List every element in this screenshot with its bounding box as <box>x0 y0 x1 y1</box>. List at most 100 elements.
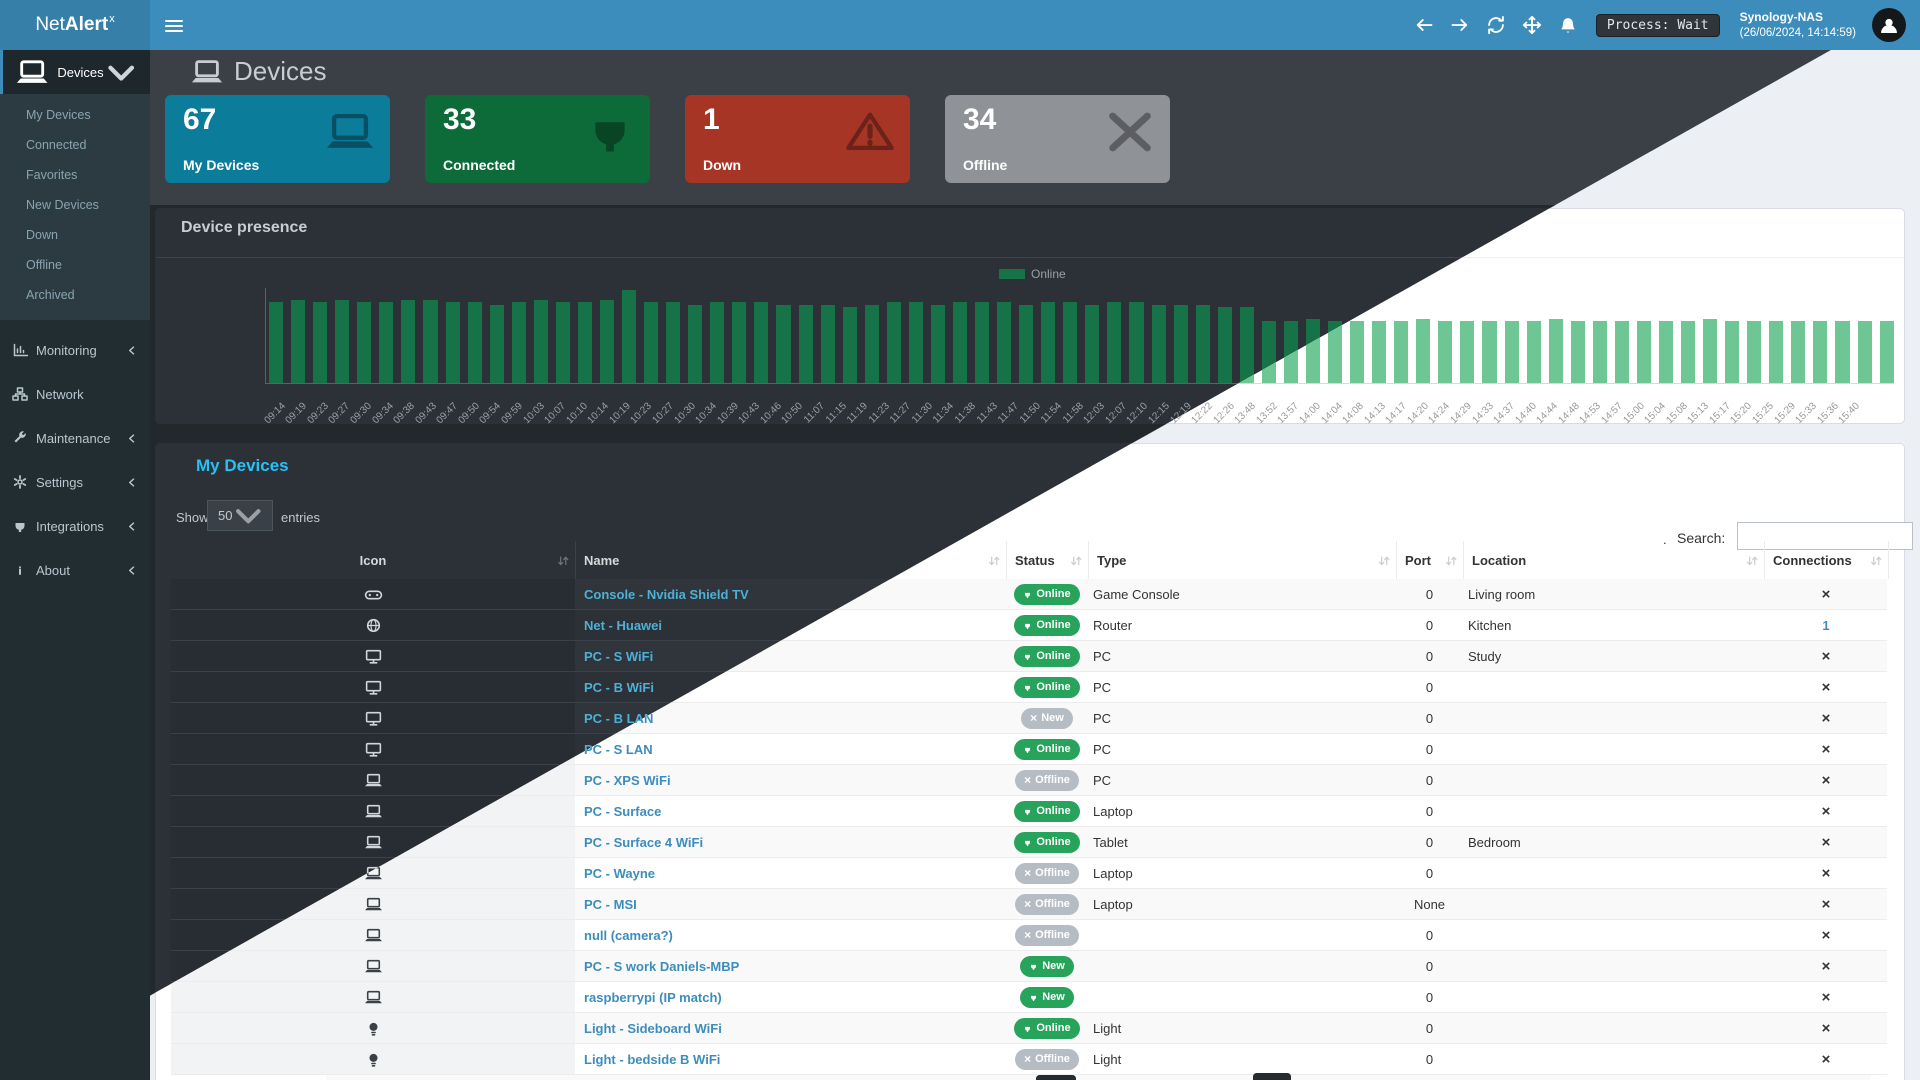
device-name-link[interactable]: PC - S LAN <box>584 741 653 757</box>
column-header-type[interactable]: Type <box>1088 541 1397 579</box>
presence-bar[interactable] <box>1747 321 1762 383</box>
delete-connection-icon[interactable]: × <box>1821 740 1831 758</box>
device-name-link[interactable]: PC - S WiFi <box>584 648 654 664</box>
device-name-link[interactable]: raspberrypi (IP match) <box>584 989 722 1005</box>
presence-bar[interactable] <box>1703 318 1718 383</box>
presence-bar[interactable] <box>1151 304 1166 383</box>
presence-bar[interactable] <box>1813 321 1828 383</box>
presence-bar[interactable] <box>710 302 725 383</box>
pagination-fragment[interactable] <box>1253 1073 1291 1080</box>
presence-bar[interactable] <box>842 307 857 383</box>
presence-bar[interactable] <box>666 302 681 383</box>
chart-legend[interactable]: Online <box>999 267 1066 281</box>
device-name-link[interactable]: PC - MSI <box>584 896 637 912</box>
delete-connection-icon[interactable]: × <box>1821 957 1831 975</box>
presence-bar[interactable] <box>1129 302 1144 383</box>
page-size-select[interactable]: 50 <box>207 500 273 531</box>
bell-icon[interactable] <box>1558 15 1578 35</box>
presence-bar[interactable] <box>1173 304 1188 383</box>
presence-bar[interactable] <box>1592 321 1607 383</box>
device-name-link[interactable]: PC - B WiFi <box>584 679 654 695</box>
presence-bar[interactable] <box>291 299 306 383</box>
sidebar-item-settings[interactable]: Settings <box>0 460 150 504</box>
refresh-icon[interactable] <box>1486 15 1506 35</box>
presence-bar[interactable] <box>732 302 747 383</box>
presence-bar[interactable] <box>1195 304 1210 383</box>
device-name-link[interactable]: null (camera?) <box>584 927 673 943</box>
presence-bar[interactable] <box>357 302 372 383</box>
device-name-link[interactable]: Console - Nvidia Shield TV <box>584 586 749 602</box>
presence-bar[interactable] <box>688 304 703 383</box>
arrow-left-icon[interactable] <box>1414 15 1434 35</box>
arrow-right-icon[interactable] <box>1450 15 1470 35</box>
presence-bar[interactable] <box>1857 321 1872 383</box>
column-header-connections[interactable]: Connections <box>1764 541 1889 579</box>
sidebar-item-integrations[interactable]: Integrations <box>0 504 150 548</box>
presence-bar[interactable] <box>577 302 592 383</box>
device-name-link[interactable]: PC - XPS WiFi <box>584 772 671 788</box>
device-name-link[interactable]: PC - Surface 4 WiFi <box>584 834 704 850</box>
table-row[interactable]: raspberrypi (IP match) New 0 × <box>171 982 1887 1013</box>
presence-bar[interactable] <box>269 302 284 383</box>
sidebar-item-devices[interactable]: Devices <box>0 50 150 94</box>
sidebar-subitem-connected[interactable]: Connected <box>26 138 87 152</box>
process-status-badge[interactable]: Process: Wait <box>1595 13 1720 37</box>
presence-bar[interactable] <box>1879 321 1894 383</box>
device-name-link[interactable]: PC - B LAN <box>584 710 654 726</box>
presence-bar[interactable] <box>533 299 548 383</box>
presence-bar[interactable] <box>776 304 791 383</box>
delete-connection-icon[interactable]: × <box>1821 988 1831 1006</box>
sidebar-subitem-archived[interactable]: Archived <box>26 288 75 302</box>
delete-connection-icon[interactable]: × <box>1821 895 1831 913</box>
presence-bar[interactable] <box>1460 321 1475 383</box>
delete-connection-icon[interactable]: × <box>1821 585 1831 603</box>
device-name-link[interactable]: Light - bedside B WiFi <box>584 1051 721 1067</box>
presence-bar[interactable] <box>975 302 990 383</box>
sidebar-item-maintenance[interactable]: Maintenance <box>0 416 150 460</box>
presence-bar[interactable] <box>1570 321 1585 383</box>
delete-connection-icon[interactable]: × <box>1821 833 1831 851</box>
delete-connection-icon[interactable]: × <box>1821 802 1831 820</box>
presence-bar[interactable] <box>820 304 835 383</box>
column-header-port[interactable]: Port <box>1396 541 1464 579</box>
sidebar-item-network[interactable]: Network <box>0 372 150 416</box>
presence-bar[interactable] <box>445 302 460 383</box>
summary-card-down[interactable]: 1 Down <box>685 95 910 183</box>
presence-bar[interactable] <box>1504 321 1519 383</box>
presence-bar[interactable] <box>908 302 923 383</box>
presence-bar[interactable] <box>622 290 637 383</box>
presence-bar[interactable] <box>489 304 504 383</box>
presence-bar[interactable] <box>798 304 813 383</box>
presence-bar[interactable] <box>1658 321 1673 383</box>
device-name-link[interactable]: PC - S work Daniels-MBP <box>584 958 740 974</box>
presence-bar[interactable] <box>1085 304 1100 383</box>
search-input[interactable] <box>1737 522 1913 550</box>
presence-bar[interactable] <box>1328 321 1343 383</box>
delete-connection-icon[interactable]: × <box>1821 1050 1831 1068</box>
pagination-fragment[interactable] <box>1036 1075 1076 1080</box>
sidebar-subitem-down[interactable]: Down <box>26 228 58 242</box>
presence-bar[interactable] <box>1526 321 1541 383</box>
presence-bar[interactable] <box>1239 307 1254 383</box>
presence-bar[interactable] <box>644 302 659 383</box>
sidebar-subitem-favorites[interactable]: Favorites <box>26 168 78 182</box>
move-icon[interactable] <box>1522 15 1542 35</box>
presence-bar[interactable] <box>379 302 394 383</box>
device-name-link[interactable]: PC - Wayne <box>584 865 656 881</box>
summary-card-offline[interactable]: 34 Offline <box>945 95 1170 183</box>
delete-connection-icon[interactable]: × <box>1821 926 1831 944</box>
presence-bar[interactable] <box>1350 321 1365 383</box>
delete-connection-icon[interactable]: × <box>1821 864 1831 882</box>
presence-bar[interactable] <box>1019 304 1034 383</box>
presence-bar[interactable] <box>1438 321 1453 383</box>
avatar[interactable] <box>1872 8 1906 42</box>
presence-bar[interactable] <box>930 304 945 383</box>
sidebar-subitem-offline[interactable]: Offline <box>26 258 62 272</box>
presence-bar[interactable] <box>1107 302 1122 383</box>
presence-bar[interactable] <box>423 299 438 383</box>
